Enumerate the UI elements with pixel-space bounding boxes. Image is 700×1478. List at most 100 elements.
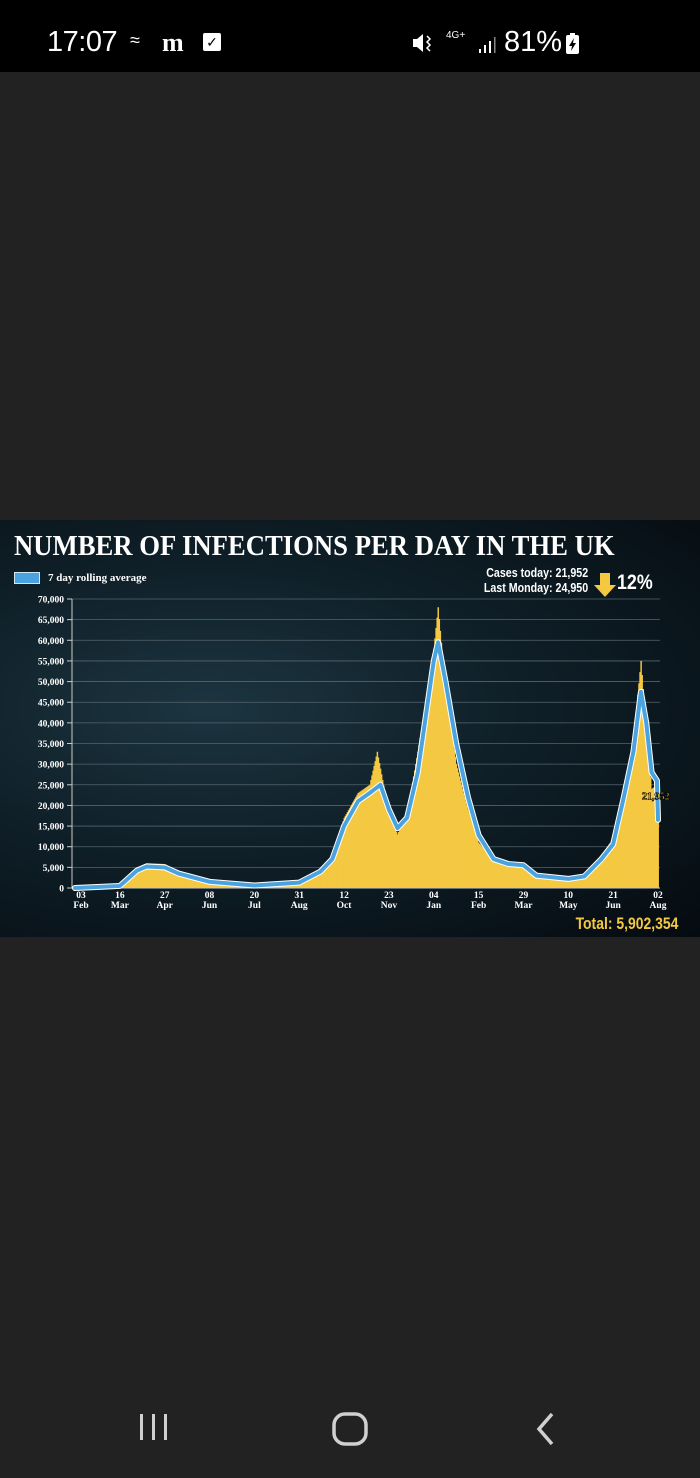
daily-bar	[407, 807, 410, 888]
daily-bar	[202, 880, 205, 888]
daily-bar	[376, 751, 379, 888]
wifi-calling-icon: ≈	[130, 30, 140, 50]
daily-bar	[173, 869, 176, 888]
cases-summary: Cases today: 21,952 Last Monday: 24,950	[484, 565, 588, 595]
y-tick-label: 70,000	[38, 596, 64, 606]
daily-bar	[312, 873, 315, 888]
daily-bar	[339, 831, 341, 888]
daily-bar	[325, 862, 327, 888]
daily-bar	[128, 875, 131, 888]
daily-bar	[507, 865, 510, 888]
daily-bar	[474, 832, 477, 888]
daily-bar	[139, 865, 142, 888]
back-icon[interactable]	[534, 1410, 558, 1448]
daily-bar	[460, 784, 463, 888]
daily-bar	[506, 864, 509, 888]
daily-bar	[560, 878, 562, 888]
y-tick-label: 65,000	[38, 616, 64, 626]
daily-bar	[536, 877, 539, 888]
daily-bar	[516, 866, 518, 888]
daily-bar	[214, 882, 216, 888]
daily-bar	[176, 871, 179, 888]
daily-bar	[552, 878, 555, 888]
daily-bar	[453, 749, 455, 888]
daily-bar	[611, 839, 614, 888]
daily-bar	[417, 751, 419, 888]
daily-bar	[153, 863, 155, 888]
daily-bar	[522, 867, 525, 888]
daily-bar	[464, 797, 466, 888]
daily-bar	[373, 765, 375, 888]
daily-bar	[588, 870, 590, 888]
recent-apps-icon[interactable]	[138, 1410, 172, 1444]
daily-bar	[652, 788, 654, 888]
daily-bar	[463, 793, 465, 888]
end-value-label: 21,952	[642, 791, 670, 802]
daily-bar	[149, 863, 151, 888]
daily-bar	[144, 863, 147, 888]
daily-bar	[141, 865, 144, 888]
daily-bar	[645, 731, 648, 888]
x-tick-day: 20	[250, 891, 260, 901]
daily-bar	[435, 627, 437, 888]
daily-bar	[140, 865, 143, 888]
daily-bar	[138, 866, 140, 888]
daily-bar	[157, 863, 160, 888]
daily-bar	[651, 788, 653, 888]
x-tick-month: Feb	[73, 901, 88, 911]
daily-bar	[163, 864, 165, 888]
daily-bar	[635, 716, 637, 888]
daily-bar	[133, 870, 135, 888]
daily-bar	[469, 816, 472, 888]
x-tick-day: 02	[653, 891, 663, 901]
daily-bar	[546, 877, 548, 888]
x-tick-day: 31	[294, 891, 304, 901]
daily-bar	[168, 866, 170, 888]
daily-bar	[370, 780, 372, 888]
daily-bar	[205, 881, 208, 888]
daily-bar	[337, 838, 339, 888]
daily-bar	[646, 742, 649, 888]
x-tick-day: 04	[429, 891, 439, 901]
x-tick-day: 08	[205, 891, 215, 901]
daily-bar	[561, 878, 563, 888]
legend-swatch	[14, 572, 40, 584]
daily-bar	[656, 785, 658, 888]
daily-bar	[201, 879, 203, 888]
daily-bar	[531, 874, 533, 888]
daily-bar	[393, 826, 396, 888]
daily-bar	[647, 754, 650, 888]
daily-bar	[203, 880, 206, 888]
daily-bar	[166, 865, 168, 888]
daily-bar	[190, 876, 193, 888]
home-icon[interactable]	[332, 1410, 368, 1448]
daily-bar	[415, 764, 417, 888]
daily-bar	[174, 870, 177, 888]
daily-bar	[478, 842, 480, 888]
total-cases: Total: 5,902,354	[575, 914, 678, 933]
daily-bar	[425, 696, 428, 888]
daily-bar	[574, 877, 576, 888]
daily-bar	[335, 844, 337, 888]
daily-bar	[191, 876, 194, 888]
daily-bar	[577, 876, 579, 888]
daily-bar	[196, 878, 198, 888]
daily-bar	[537, 877, 540, 888]
daily-bar	[569, 878, 572, 888]
daily-bar	[152, 863, 154, 888]
daily-bar	[355, 796, 357, 888]
daily-bar	[137, 866, 139, 888]
daily-bar	[388, 813, 390, 888]
daily-bar	[530, 873, 532, 888]
x-tick-day: 10	[564, 891, 574, 901]
daily-bar	[424, 703, 427, 888]
daily-bar	[583, 875, 586, 888]
x-tick-day: 27	[160, 891, 170, 901]
daily-bar	[481, 846, 483, 888]
daily-bar	[470, 819, 473, 888]
daily-bar	[343, 817, 346, 888]
daily-bar	[129, 874, 132, 888]
daily-bar	[369, 784, 371, 888]
daily-bar	[542, 877, 544, 888]
daily-bar	[619, 806, 621, 888]
